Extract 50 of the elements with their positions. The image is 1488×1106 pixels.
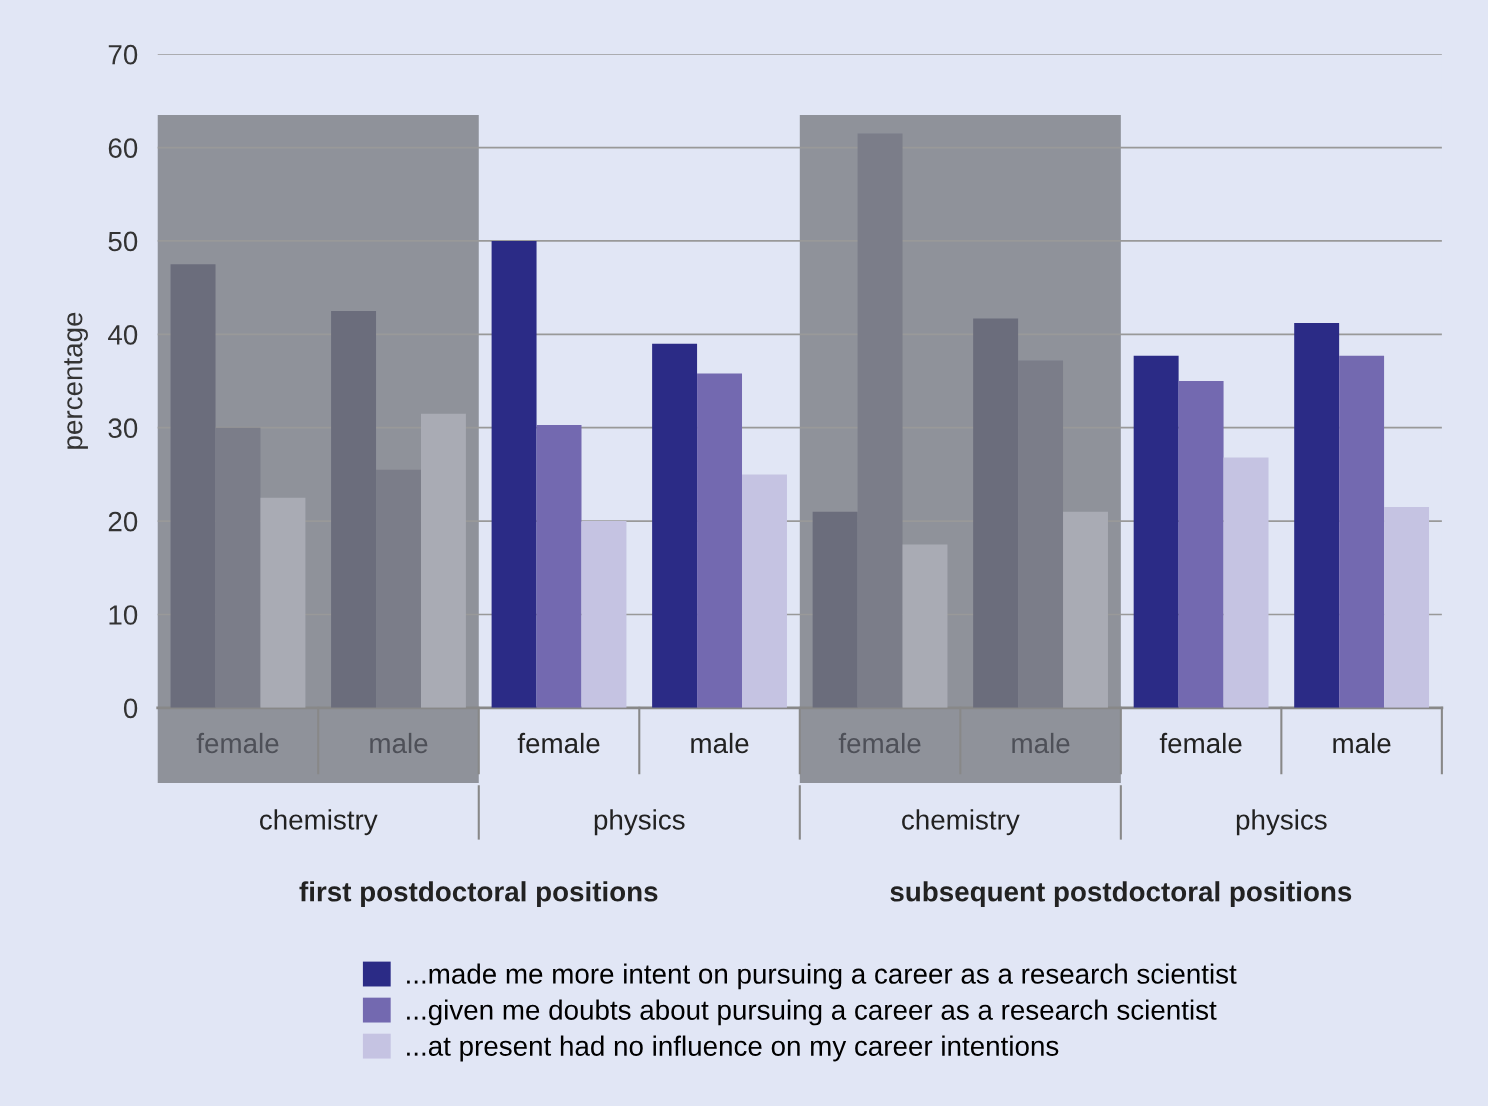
y-tick-label: 0 (123, 698, 138, 719)
bar (260, 497, 306, 708)
bar (376, 469, 421, 708)
x-tick-label: female (517, 732, 600, 754)
bar (1063, 511, 1108, 708)
y-tick-label: 70 (108, 44, 138, 65)
bar (420, 413, 466, 708)
text: chemistry (260, 809, 378, 836)
x-tick-label: male (691, 732, 749, 754)
x-tick-label: male (1333, 732, 1391, 754)
bar (1223, 457, 1269, 708)
text: first postdoctoral positions (299, 881, 658, 908)
bar (1294, 323, 1340, 708)
bar (170, 264, 216, 708)
bar (1133, 355, 1179, 708)
bar (536, 424, 582, 708)
text: physics (1236, 809, 1327, 836)
bar (1018, 360, 1064, 708)
y-tick-label: 60 (108, 138, 138, 158)
text: subsequent postdoctoral positions (890, 881, 1352, 908)
y-tick-label: 10 (109, 605, 138, 625)
bar (581, 521, 627, 708)
bar (491, 240, 537, 708)
bar (1339, 355, 1385, 708)
text: physics (594, 809, 685, 836)
y-tick-label: 30 (108, 418, 138, 439)
x-tick-label: male (370, 732, 428, 754)
legend-label: ...at present had no influence on my career intentions (407, 1035, 1059, 1062)
x-tick-label: male (1012, 732, 1070, 754)
bar (331, 310, 377, 708)
bar (973, 318, 1019, 708)
y-tick-label: 50 (108, 231, 138, 252)
x-tick-label: female (838, 732, 921, 754)
bar (812, 511, 858, 708)
x-tick-label: female (1159, 732, 1242, 754)
y-tick-label: 20 (108, 511, 138, 532)
bar (652, 343, 698, 708)
y-tick-label: 40 (108, 325, 138, 345)
bar (742, 474, 787, 708)
y-axis-title: percentage (64, 312, 88, 449)
bar (902, 544, 948, 708)
x-tick-label: female (196, 732, 279, 754)
bar (857, 133, 903, 708)
bar (1178, 381, 1224, 708)
bar (215, 427, 261, 708)
bar (1384, 507, 1430, 708)
legend-label: ...made me more intent on pursuing a career as a research scientist (407, 963, 1237, 990)
bar (697, 373, 743, 708)
legend-label: ...given me doubts about pursuing a career as a research scientist (407, 999, 1217, 1026)
text: chemistry (902, 809, 1020, 836)
